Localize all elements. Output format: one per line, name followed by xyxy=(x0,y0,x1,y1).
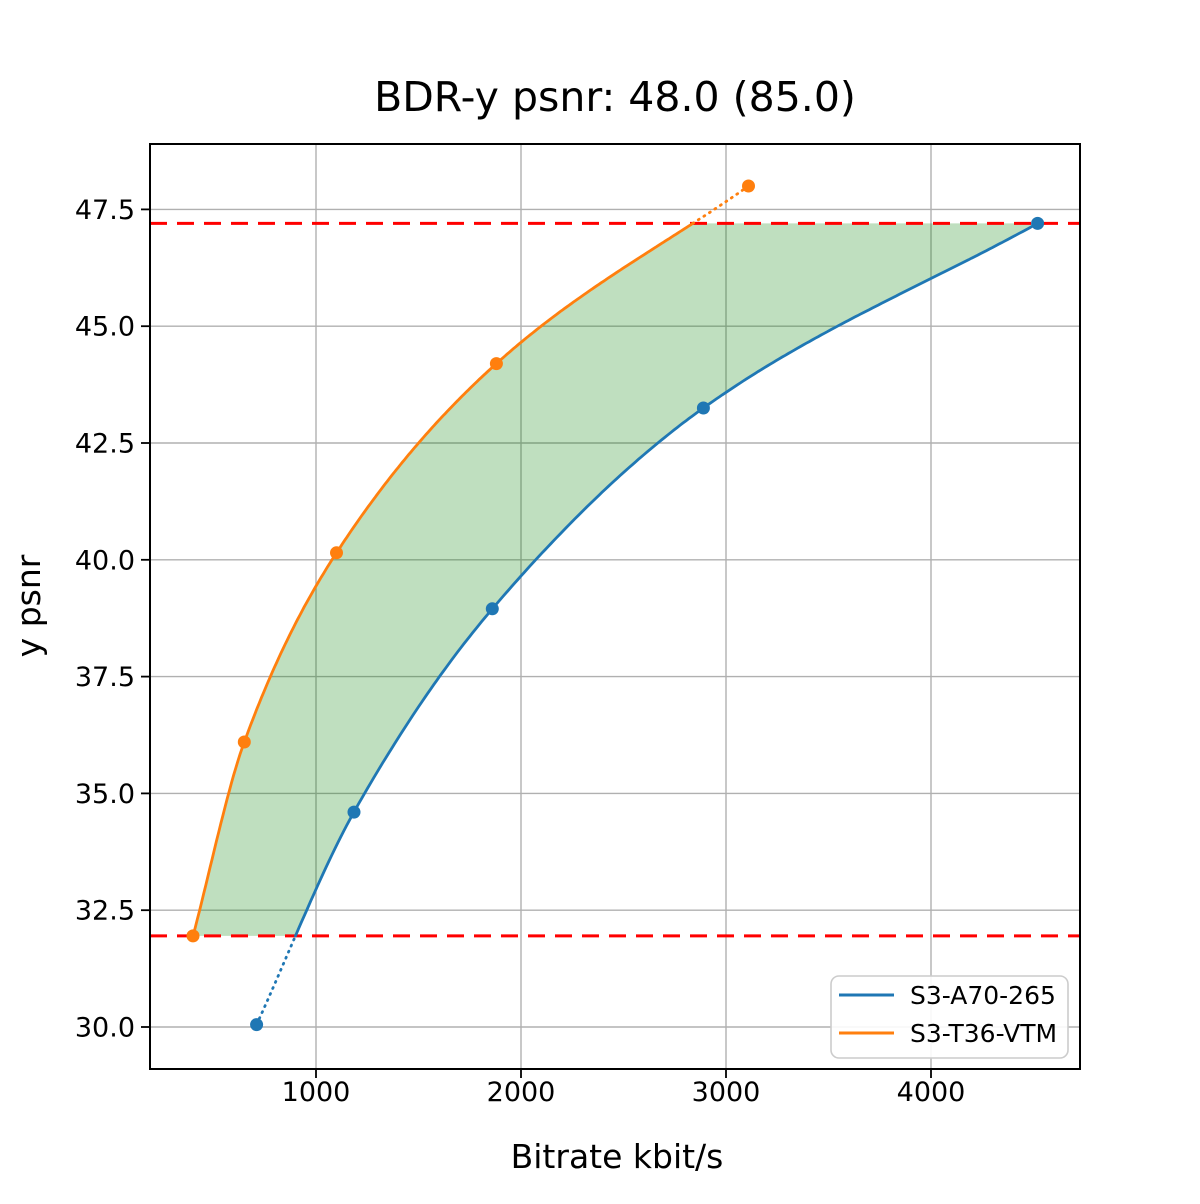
curves-layer xyxy=(191,184,1039,1026)
legend-label-s3-a70-265: S3-A70-265 xyxy=(910,981,1056,1010)
y-tick-label: 35.0 xyxy=(75,779,135,810)
legend-rows: S3-A70-265 S3-T36-VTM xyxy=(839,981,1057,1048)
x-tick-label: 4000 xyxy=(897,1077,966,1108)
curve-s3-t36-vtm xyxy=(191,222,695,938)
y-tick-label: 37.5 xyxy=(75,662,135,693)
y-tick-label: 40.0 xyxy=(75,545,135,576)
data-point-s3-t36-vtm xyxy=(237,735,251,749)
data-point-s3-a70-265 xyxy=(1031,216,1045,230)
legend-label-s3-t36-vtm: S3-T36-VTM xyxy=(910,1019,1057,1048)
data-point-s3-t36-vtm xyxy=(186,929,200,943)
markers-layer xyxy=(186,179,1045,1032)
curve-s3-a70-265 xyxy=(294,222,1039,938)
x-tick-label: 3000 xyxy=(692,1077,761,1108)
plot-area-border xyxy=(149,143,1081,1070)
chart-title: BDR-y psnr: 48.0 (85.0) xyxy=(374,73,856,121)
y-tick-label: 30.0 xyxy=(75,1013,135,1044)
data-point-s3-t36-vtm xyxy=(489,357,503,371)
x-tick-label: 1000 xyxy=(282,1077,351,1108)
x-axis-label: Bitrate kbit/s xyxy=(511,1137,724,1176)
data-point-s3-a70-265 xyxy=(347,805,361,819)
y-tick-label: 45.0 xyxy=(75,312,135,343)
curve-dotted-s3-t36-vtm xyxy=(691,184,750,225)
y-tick-label: 42.5 xyxy=(75,429,135,460)
data-point-s3-t36-vtm xyxy=(742,179,755,193)
x-tick-label: 2000 xyxy=(487,1077,556,1108)
data-point-s3-a70-265 xyxy=(485,602,499,616)
grid-layer xyxy=(150,144,1080,1069)
bd-area-layer xyxy=(193,223,1038,936)
data-point-s3-t36-vtm xyxy=(330,546,343,560)
data-point-s3-a70-265 xyxy=(250,1018,264,1032)
bd-shaded-area xyxy=(193,223,1038,936)
ticks-layer: 1000 2000 3000 4000 30.0 32.5 35.0 37.5 40.0 42.5… xyxy=(75,195,965,1108)
y-tick-label: 32.5 xyxy=(75,896,135,927)
y-axis-label: y psnr xyxy=(9,554,48,657)
y-tick-label: 47.5 xyxy=(75,195,135,226)
legend: S3-A70-265 S3-T36-VTM xyxy=(830,975,1069,1059)
curve-dotted-s3-a70-265 xyxy=(255,934,297,1026)
data-point-s3-a70-265 xyxy=(696,401,710,415)
psnr-limit-lines-layer xyxy=(150,221,1080,938)
